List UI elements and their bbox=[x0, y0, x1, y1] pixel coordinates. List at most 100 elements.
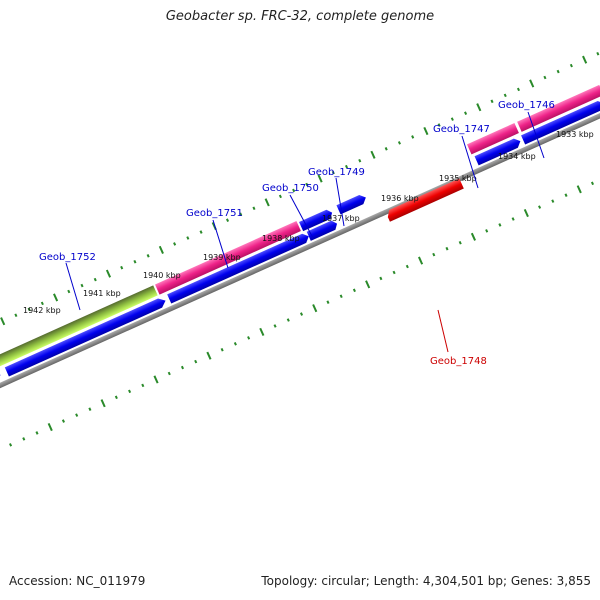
scale-label: 1938 kbp bbox=[262, 234, 300, 243]
cds-bar-geob-1751[interactable] bbox=[155, 220, 301, 295]
minor-tick bbox=[445, 246, 449, 251]
gene-label-leaders bbox=[65, 111, 545, 353]
gene-arrow-geob-1749[interactable] bbox=[299, 208, 334, 232]
minor-tick bbox=[247, 336, 251, 340]
minor-tick bbox=[120, 265, 124, 270]
inner-tick-ring bbox=[9, 181, 595, 447]
minor-tick bbox=[339, 294, 343, 299]
minor-tick bbox=[114, 395, 118, 400]
minor-tick bbox=[437, 123, 441, 127]
gene-label-geob-1748[interactable]: Geob_1748 bbox=[430, 356, 487, 367]
minor-tick bbox=[27, 307, 31, 312]
scale-label: 1940 kbp bbox=[143, 271, 181, 280]
minor-tick bbox=[225, 218, 230, 222]
major-tick bbox=[370, 150, 376, 159]
minor-tick bbox=[411, 135, 415, 139]
minor-tick bbox=[405, 264, 409, 269]
minor-tick bbox=[345, 164, 349, 169]
minor-tick bbox=[252, 206, 256, 211]
minor-tick bbox=[286, 318, 290, 322]
minor-tick bbox=[133, 259, 137, 264]
minor-tick bbox=[273, 324, 277, 328]
minor-tick bbox=[61, 419, 65, 423]
major-tick bbox=[365, 280, 371, 289]
gene-arrow-geob-1746[interactable] bbox=[521, 99, 600, 145]
gene-arrow-geob-1748[interactable] bbox=[385, 178, 464, 222]
minor-tick bbox=[75, 413, 79, 417]
minor-tick bbox=[551, 199, 555, 203]
minor-tick bbox=[458, 240, 462, 245]
gene-label-geob-1752[interactable]: Geob_1752 bbox=[39, 252, 96, 263]
minor-tick bbox=[220, 347, 224, 352]
cds-features bbox=[0, 84, 600, 368]
minor-tick bbox=[239, 212, 243, 216]
scale-label: 1936 kbp bbox=[381, 194, 419, 203]
minor-tick bbox=[485, 229, 489, 233]
minor-tick bbox=[40, 301, 44, 306]
scale-label: 1942 kbp bbox=[23, 306, 61, 315]
gene-labels: Geob_1746 Geob_1747 Geob_1749 Geob_1750 … bbox=[39, 100, 555, 367]
major-tick bbox=[576, 185, 582, 194]
minor-tick bbox=[384, 147, 388, 151]
major-tick bbox=[476, 103, 482, 112]
minor-tick bbox=[167, 371, 171, 376]
minor-tick bbox=[194, 359, 198, 364]
gene-arrow-geob-1750[interactable] bbox=[306, 219, 339, 241]
major-tick bbox=[206, 351, 212, 360]
minor-tick bbox=[511, 217, 515, 221]
genome-backbone bbox=[0, 88, 600, 397]
minor-tick bbox=[538, 205, 542, 209]
scale-label: 1939 kbp bbox=[203, 253, 241, 262]
cds-bar-geob-1747[interactable] bbox=[466, 123, 519, 155]
scale-label: 1934 kbp bbox=[498, 152, 536, 161]
gene-label-geob-1749[interactable]: Geob_1749 bbox=[308, 167, 365, 178]
minor-tick bbox=[569, 63, 573, 68]
major-tick bbox=[47, 422, 53, 432]
minor-tick bbox=[9, 443, 13, 447]
minor-tick bbox=[299, 312, 304, 316]
minor-tick bbox=[450, 117, 454, 121]
major-tick bbox=[470, 232, 477, 241]
scale-label: 1941 kbp bbox=[83, 289, 121, 298]
gene-label-geob-1750[interactable]: Geob_1750 bbox=[262, 183, 319, 194]
minor-tick bbox=[379, 276, 383, 281]
major-tick bbox=[417, 256, 424, 265]
major-tick bbox=[523, 208, 529, 218]
gene-arrow-geob-1747[interactable] bbox=[474, 137, 523, 166]
cds-bar-geob-1752[interactable] bbox=[0, 285, 158, 368]
minor-tick bbox=[67, 289, 71, 294]
accession-text: Accession: NC_011979 bbox=[9, 574, 146, 588]
minor-tick bbox=[590, 181, 595, 186]
gene-label-geob-1747[interactable]: Geob_1747 bbox=[433, 124, 490, 135]
major-tick bbox=[0, 317, 6, 326]
minor-tick bbox=[14, 313, 18, 318]
scale-label: 1937 kbp bbox=[322, 214, 360, 223]
minor-tick bbox=[146, 254, 150, 258]
gene-label-geob-1751[interactable]: Geob_1751 bbox=[186, 208, 243, 219]
minor-tick bbox=[305, 182, 309, 187]
minor-tick bbox=[141, 383, 145, 388]
gene-arrow-geob-1751[interactable] bbox=[167, 232, 311, 304]
major-tick bbox=[423, 126, 429, 136]
major-tick bbox=[312, 304, 318, 313]
cds-bar-geob-1746[interactable] bbox=[517, 84, 600, 132]
minor-tick bbox=[464, 111, 468, 115]
gene-arrow-geob-1749b[interactable] bbox=[336, 193, 367, 215]
map-title: Geobacter sp. FRC-32, complete genome bbox=[165, 9, 435, 24]
minor-tick bbox=[22, 437, 26, 441]
minor-tick bbox=[278, 194, 282, 199]
minor-tick bbox=[397, 141, 401, 145]
major-tick bbox=[105, 269, 112, 278]
forward-strand-genes bbox=[0, 99, 600, 390]
major-tick bbox=[153, 375, 159, 384]
minor-tick bbox=[503, 93, 507, 98]
gene-label-geob-1746[interactable]: Geob_1746 bbox=[498, 100, 555, 111]
gene-arrow-geob-1752[interactable] bbox=[4, 296, 168, 377]
minor-tick bbox=[186, 236, 190, 240]
scale-label: 1933 kbp bbox=[556, 130, 594, 139]
minor-tick bbox=[326, 300, 330, 304]
major-tick bbox=[582, 55, 588, 64]
minor-tick bbox=[93, 277, 97, 282]
minor-tick bbox=[331, 170, 335, 175]
